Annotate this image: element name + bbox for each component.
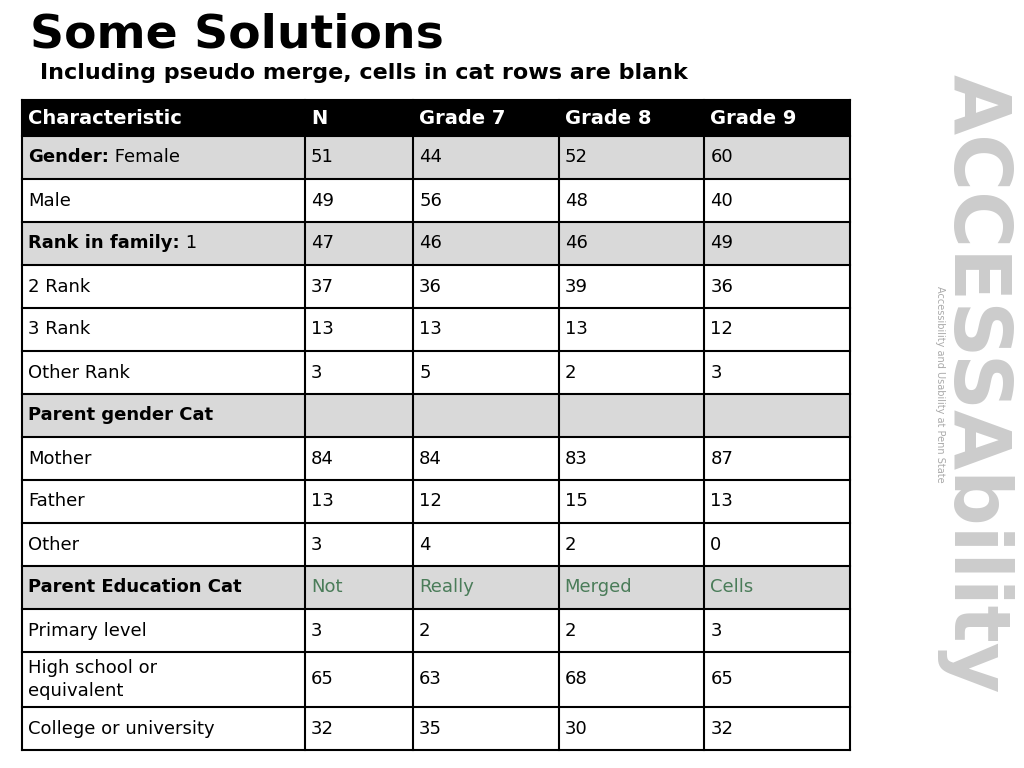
Text: Other Rank: Other Rank — [28, 363, 130, 382]
Text: 40: 40 — [711, 191, 733, 210]
Text: 13: 13 — [419, 320, 442, 339]
Text: 35: 35 — [419, 720, 442, 737]
Text: 52: 52 — [565, 148, 588, 167]
Text: 0: 0 — [711, 535, 722, 554]
Text: Grade 9: Grade 9 — [711, 108, 797, 127]
Text: 12: 12 — [419, 492, 442, 511]
Bar — [22, 179, 850, 222]
Text: 5: 5 — [419, 363, 431, 382]
Text: ACCESSAbility: ACCESSAbility — [937, 74, 1014, 694]
Text: N: N — [311, 108, 328, 127]
Text: 39: 39 — [565, 277, 588, 296]
Bar — [22, 136, 850, 179]
Text: 12: 12 — [711, 320, 733, 339]
Text: 65: 65 — [311, 670, 334, 688]
Text: 51: 51 — [311, 148, 334, 167]
Text: Cells: Cells — [711, 578, 754, 597]
Text: Grade 7: Grade 7 — [419, 108, 506, 127]
Text: 49: 49 — [711, 234, 733, 253]
Text: 46: 46 — [565, 234, 588, 253]
Text: Other: Other — [28, 535, 79, 554]
Bar — [22, 265, 850, 308]
Text: Really: Really — [419, 578, 474, 597]
Text: 49: 49 — [311, 191, 334, 210]
Text: 2: 2 — [565, 621, 577, 640]
Bar — [22, 609, 850, 652]
Text: Gender:: Gender: — [28, 148, 109, 167]
Text: 44: 44 — [419, 148, 442, 167]
Text: 32: 32 — [311, 720, 334, 737]
Text: 83: 83 — [565, 449, 588, 468]
Text: 84: 84 — [311, 449, 334, 468]
Text: 3: 3 — [311, 621, 323, 640]
Text: Accessibility and Usability at Penn State: Accessibility and Usability at Penn Stat… — [935, 286, 945, 482]
Text: 13: 13 — [711, 492, 733, 511]
Bar — [22, 394, 850, 437]
Text: 15: 15 — [565, 492, 588, 511]
Text: Mother: Mother — [28, 449, 91, 468]
Text: 30: 30 — [565, 720, 588, 737]
Text: 3: 3 — [311, 363, 323, 382]
Text: 60: 60 — [711, 148, 733, 167]
Bar — [22, 100, 850, 136]
Text: 36: 36 — [711, 277, 733, 296]
Text: 3 Rank: 3 Rank — [28, 320, 90, 339]
Text: 3: 3 — [311, 535, 323, 554]
Text: 36: 36 — [419, 277, 442, 296]
Text: 48: 48 — [565, 191, 588, 210]
Text: Rank in family:: Rank in family: — [28, 234, 179, 253]
Text: 2: 2 — [565, 535, 577, 554]
Text: Parent gender Cat: Parent gender Cat — [28, 406, 213, 425]
Text: College or university: College or university — [28, 720, 215, 737]
Text: Not: Not — [311, 578, 342, 597]
Bar — [22, 707, 850, 750]
Text: 4: 4 — [419, 535, 431, 554]
Text: 3: 3 — [711, 621, 722, 640]
Bar — [22, 308, 850, 351]
Text: Father: Father — [28, 492, 85, 511]
Text: Including pseudo merge, cells in cat rows are blank: Including pseudo merge, cells in cat row… — [40, 63, 688, 83]
Text: 65: 65 — [711, 670, 733, 688]
Text: 84: 84 — [419, 449, 442, 468]
Text: Merged: Merged — [565, 578, 633, 597]
Text: 13: 13 — [565, 320, 588, 339]
Text: 47: 47 — [311, 234, 334, 253]
Text: Parent Education Cat: Parent Education Cat — [28, 578, 242, 597]
Text: 13: 13 — [311, 492, 334, 511]
Text: Male: Male — [28, 191, 71, 210]
Text: 1: 1 — [179, 234, 197, 253]
Bar — [22, 480, 850, 523]
Text: 63: 63 — [419, 670, 442, 688]
Text: Characteristic: Characteristic — [28, 108, 182, 127]
Text: 46: 46 — [419, 234, 442, 253]
Text: 68: 68 — [565, 670, 588, 688]
Bar — [22, 351, 850, 394]
Text: Primary level: Primary level — [28, 621, 146, 640]
Bar — [22, 437, 850, 480]
Text: 32: 32 — [711, 720, 733, 737]
Text: 56: 56 — [419, 191, 442, 210]
Text: 2: 2 — [565, 363, 577, 382]
Text: 37: 37 — [311, 277, 334, 296]
Text: 2: 2 — [419, 621, 431, 640]
Bar — [22, 652, 850, 707]
Bar — [22, 566, 850, 609]
Bar — [22, 523, 850, 566]
Text: 3: 3 — [711, 363, 722, 382]
Text: 87: 87 — [711, 449, 733, 468]
Text: Some Solutions: Some Solutions — [30, 13, 443, 58]
Text: High school or
equivalent: High school or equivalent — [28, 659, 157, 700]
Bar — [22, 222, 850, 265]
Text: Female: Female — [109, 148, 180, 167]
Text: 2 Rank: 2 Rank — [28, 277, 90, 296]
Text: 13: 13 — [311, 320, 334, 339]
Text: Grade 8: Grade 8 — [565, 108, 651, 127]
